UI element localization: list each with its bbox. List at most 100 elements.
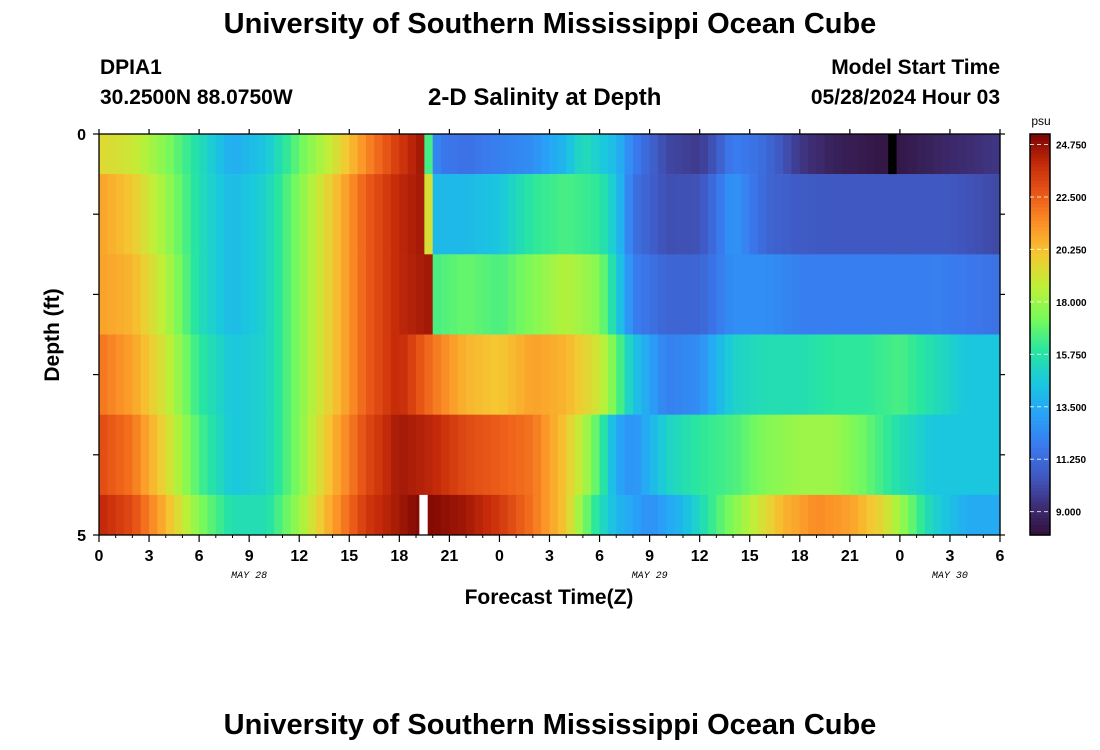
- heatmap-cell: [224, 134, 234, 175]
- heatmap-cell: [466, 174, 476, 255]
- heatmap-cell: [641, 254, 651, 335]
- colorbar-swatch: [1030, 137, 1050, 142]
- heatmap-cell: [482, 134, 492, 175]
- heatmap-cell: [841, 134, 851, 175]
- heatmap-cell: [566, 134, 576, 175]
- heatmap-cell: [808, 414, 818, 496]
- heatmap-cell: [891, 254, 901, 335]
- heatmap-cell: [674, 414, 684, 496]
- heatmap-cell: [808, 174, 818, 255]
- station-coordinates: 30.2500N 88.0750W: [100, 86, 293, 109]
- heatmap-cell: [908, 334, 918, 415]
- heatmap-cell: [866, 494, 876, 536]
- heatmap-cell: [424, 134, 434, 175]
- heatmap-cell: [340, 134, 350, 175]
- heatmap-cell: [708, 254, 717, 335]
- heatmap-cell: [491, 134, 501, 175]
- colorbar-swatch: [1030, 230, 1050, 235]
- heatmap-cell: [591, 174, 601, 255]
- heatmap-cell: [691, 334, 701, 415]
- heatmap-cell: [657, 254, 667, 335]
- colorbar-swatch: [1030, 204, 1050, 209]
- heatmap-cell: [924, 174, 934, 255]
- heatmap-cell: [390, 334, 400, 415]
- heatmap-cell: [699, 174, 709, 255]
- heatmap-cell: [365, 174, 375, 255]
- heatmap-cell: [99, 334, 108, 415]
- heatmap-cell: [174, 334, 184, 415]
- heatmap-cell: [524, 134, 534, 175]
- heatmap-cell: [824, 174, 834, 255]
- heatmap-cell: [441, 494, 450, 536]
- heatmap-cell: [716, 414, 726, 496]
- heatmap-cell: [557, 174, 567, 255]
- x-tick-label: 6: [595, 548, 604, 565]
- colorbar-swatch: [1030, 337, 1050, 342]
- heatmap-cell: [666, 494, 676, 536]
- heatmap-cell: [549, 134, 559, 175]
- heatmap-cell: [332, 414, 342, 496]
- colorbar-swatch: [1030, 521, 1050, 526]
- colorbar-swatch: [1030, 271, 1050, 275]
- heatmap-cell: [340, 494, 350, 536]
- colorbar-swatch: [1030, 307, 1050, 312]
- heatmap-cell: [282, 334, 292, 415]
- heatmap-cell: [349, 334, 359, 415]
- heatmap-cell: [274, 134, 284, 175]
- heatmap-cell: [149, 254, 158, 335]
- colorbar-swatch: [1030, 397, 1050, 402]
- heatmap-cell: [507, 254, 517, 335]
- heatmap-cell: [799, 254, 809, 335]
- heatmap-cell: [349, 134, 359, 175]
- model-start-label: Model Start Time: [831, 56, 1000, 79]
- heatmap-cell: [816, 174, 826, 255]
- heatmap-cell: [516, 414, 526, 496]
- heatmap-cell: [315, 494, 325, 536]
- heatmap-cell: [849, 494, 859, 536]
- heatmap-cell: [799, 334, 809, 415]
- heatmap-cell: [299, 134, 309, 175]
- heatmap-cell: [708, 174, 717, 255]
- heatmap-cell: [240, 494, 250, 536]
- heatmap-cell: [883, 334, 893, 415]
- heatmap-cell: [883, 174, 893, 255]
- heatmap-cell: [466, 254, 476, 335]
- heatmap-cell: [958, 174, 968, 255]
- heatmap-cell: [215, 414, 225, 496]
- heatmap-cell: [407, 254, 417, 335]
- heatmap-cell: [299, 414, 309, 496]
- colorbar-swatch: [1030, 227, 1050, 232]
- model-start-time: 05/28/2024 Hour 03: [810, 86, 1000, 109]
- heatmap-cell: [124, 494, 133, 536]
- heatmap-cell: [966, 414, 976, 496]
- heatmap-cell: [507, 174, 517, 255]
- heatmap-cell: [541, 414, 551, 496]
- heatmap-cell: [124, 174, 133, 255]
- heatmap-cell: [249, 134, 259, 175]
- heatmap-cell: [407, 174, 417, 255]
- heatmap-cell: [682, 414, 692, 496]
- colorbar-swatch: [1030, 260, 1050, 265]
- heatmap-cell: [649, 134, 659, 175]
- heatmap-cell: [390, 134, 400, 175]
- heatmap-cell: [716, 334, 726, 415]
- heatmap-cell: [424, 334, 434, 415]
- heatmap-cell: [174, 174, 184, 255]
- colorbar-swatch: [1030, 297, 1050, 302]
- heatmap-cell: [365, 134, 375, 175]
- heatmap-cell: [524, 254, 534, 335]
- colorbar-swatch: [1030, 291, 1050, 295]
- heatmap-cell: [983, 174, 993, 255]
- heatmap-cell: [115, 134, 125, 175]
- heatmap-cell: [632, 254, 642, 335]
- colorbar-swatch: [1030, 250, 1050, 255]
- colorbar-swatch: [1030, 411, 1050, 416]
- heatmap-cell: [257, 494, 267, 536]
- heatmap-cell: [240, 414, 250, 496]
- heatmap-cell: [733, 414, 742, 496]
- heatmap-cell: [265, 494, 275, 536]
- heatmap-cell: [716, 254, 726, 335]
- colorbar-swatch: [1030, 294, 1050, 299]
- heatmap-cell: [849, 174, 859, 255]
- heatmap-cell: [115, 174, 125, 255]
